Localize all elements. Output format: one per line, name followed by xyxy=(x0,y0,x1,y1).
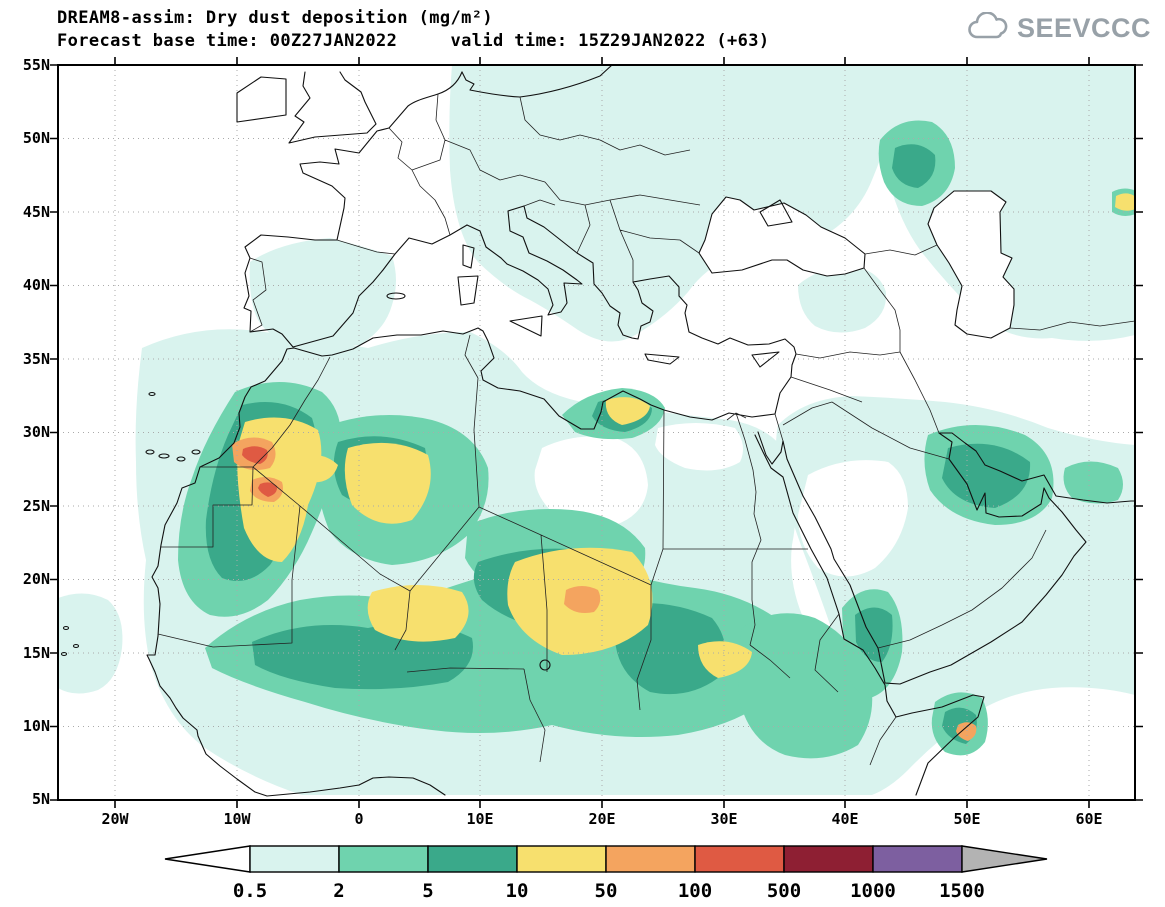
lon-label-10e: 10E xyxy=(466,810,493,828)
coastline-redsea-africa-horn xyxy=(754,434,985,796)
colorbar-label: 500 xyxy=(767,880,801,902)
coastline-black-sea xyxy=(698,196,866,277)
contour-blob xyxy=(58,593,123,694)
lat-label-5n: 5N xyxy=(32,790,50,808)
colorbar-label: 50 xyxy=(595,880,618,902)
contour-blob xyxy=(956,722,977,741)
lat-label-30n: 30N xyxy=(23,423,50,441)
caspian-sea-fill xyxy=(928,191,1014,338)
no-deposition-area xyxy=(534,436,648,527)
coastline-arabia xyxy=(757,431,1135,685)
contour-blob xyxy=(449,65,905,342)
colorbar-label: 2 xyxy=(333,880,344,902)
lat-label-45n: 45N xyxy=(23,203,50,221)
contour-blob xyxy=(344,442,431,524)
no-deposition-area xyxy=(655,423,744,471)
colorbar-label: 1500 xyxy=(939,880,985,902)
colorbar-arrow-below-min xyxy=(164,845,251,873)
colorbar-segment xyxy=(872,845,963,873)
contour-blob xyxy=(942,443,1031,508)
lon-label-0: 0 xyxy=(354,810,363,828)
canary-islands xyxy=(145,391,201,462)
contour-blob xyxy=(892,144,936,188)
seevccc-logo: SEEVCCC xyxy=(964,12,1151,44)
lon-label-20w: 20W xyxy=(101,810,129,828)
contour-blob xyxy=(300,455,338,483)
lat-label-35n: 35N xyxy=(23,350,50,368)
graticule-lines xyxy=(58,65,1135,800)
logo-text: SEEVCCC xyxy=(1016,12,1151,43)
contour-level-100-500 xyxy=(242,446,278,497)
sea-fill-layer xyxy=(699,191,1014,338)
colorbar-label: 10 xyxy=(506,880,529,902)
colorbar-segment xyxy=(516,845,607,873)
contour-blob xyxy=(249,238,396,347)
contour-blob xyxy=(737,613,873,759)
contour-blob xyxy=(605,397,650,425)
colorbar-segment xyxy=(427,845,518,873)
colorbar: 0.5 2 5 10 50 100 500 1000 1500 xyxy=(164,845,1048,902)
coastline-british-isles xyxy=(236,71,377,144)
country-borders xyxy=(157,93,1135,766)
colorbar-segment xyxy=(338,845,429,873)
black-sea-fill xyxy=(699,197,865,276)
map-line-layer xyxy=(60,65,1135,797)
contour-below-minimum xyxy=(534,423,908,577)
coastline-europe-west xyxy=(243,71,468,348)
plot-title: DREAM8-assim: Dry dust deposition (mg/m²… xyxy=(57,8,494,28)
lat-label-50n: 50N xyxy=(23,129,50,147)
contour-blob xyxy=(367,585,469,642)
coastline-mediterranean-africa xyxy=(146,205,797,797)
lat-label-15n: 15N xyxy=(23,644,50,662)
contour-blob xyxy=(798,266,887,333)
colorbar-label: 1000 xyxy=(850,880,896,902)
contour-blob xyxy=(855,607,893,662)
lake-chad xyxy=(539,659,551,671)
balearic-islands xyxy=(386,292,406,300)
crimea-peninsula xyxy=(759,199,793,227)
lat-label-25n: 25N xyxy=(23,497,50,515)
lat-label-40n: 40N xyxy=(23,276,50,294)
lon-label-60e: 60E xyxy=(1075,810,1102,828)
contour-blob xyxy=(1115,193,1135,211)
axis-ticks xyxy=(50,57,1143,808)
lat-label-20n: 20N xyxy=(23,570,50,588)
colorbar-segment xyxy=(783,845,874,873)
lon-label-10w: 10W xyxy=(223,810,251,828)
nile-river xyxy=(726,412,791,679)
colorbar-arrow-above-max xyxy=(961,845,1048,873)
longitude-axis: 20W 10W 0 10E 20E 30E 40E 50E 60E xyxy=(101,810,1102,828)
cape-verde-islands xyxy=(60,625,80,657)
lat-label-10n: 10N xyxy=(23,717,50,735)
coastline-caspian-sea xyxy=(927,190,1015,339)
plot-subtitle-forecast-times: Forecast base time: 00Z27JAN2022 valid t… xyxy=(57,31,770,51)
no-deposition-area xyxy=(798,460,908,577)
colorbar-segment xyxy=(605,845,696,873)
lon-label-40e: 40E xyxy=(831,810,858,828)
cloud-icon xyxy=(968,12,1008,39)
lon-label-30e: 30E xyxy=(710,810,737,828)
contour-blob xyxy=(1063,461,1123,504)
contour-blob xyxy=(698,641,752,678)
contour-blob xyxy=(258,482,278,497)
contour-blob xyxy=(564,586,601,613)
colorbar-labels: 0.5 2 5 10 50 100 500 1000 1500 xyxy=(233,880,985,902)
colorbar-label: 100 xyxy=(678,880,712,902)
contour-blob xyxy=(242,446,268,464)
colorbar-label: 5 xyxy=(422,880,433,902)
dust-contour-layer xyxy=(58,65,1135,795)
lon-label-20e: 20E xyxy=(588,810,615,828)
colorbar-segment xyxy=(249,845,340,873)
latitude-axis: 55N 50N 45N 40N 35N 30N 25N 20N 15N 10N … xyxy=(23,56,50,808)
lat-label-55n: 55N xyxy=(23,56,50,74)
colorbar-segment xyxy=(694,845,785,873)
colorbar-label: 0.5 xyxy=(233,880,267,902)
graticule-layer xyxy=(58,65,1135,800)
mediterranean-islands xyxy=(457,244,780,368)
lon-label-50e: 50E xyxy=(953,810,980,828)
